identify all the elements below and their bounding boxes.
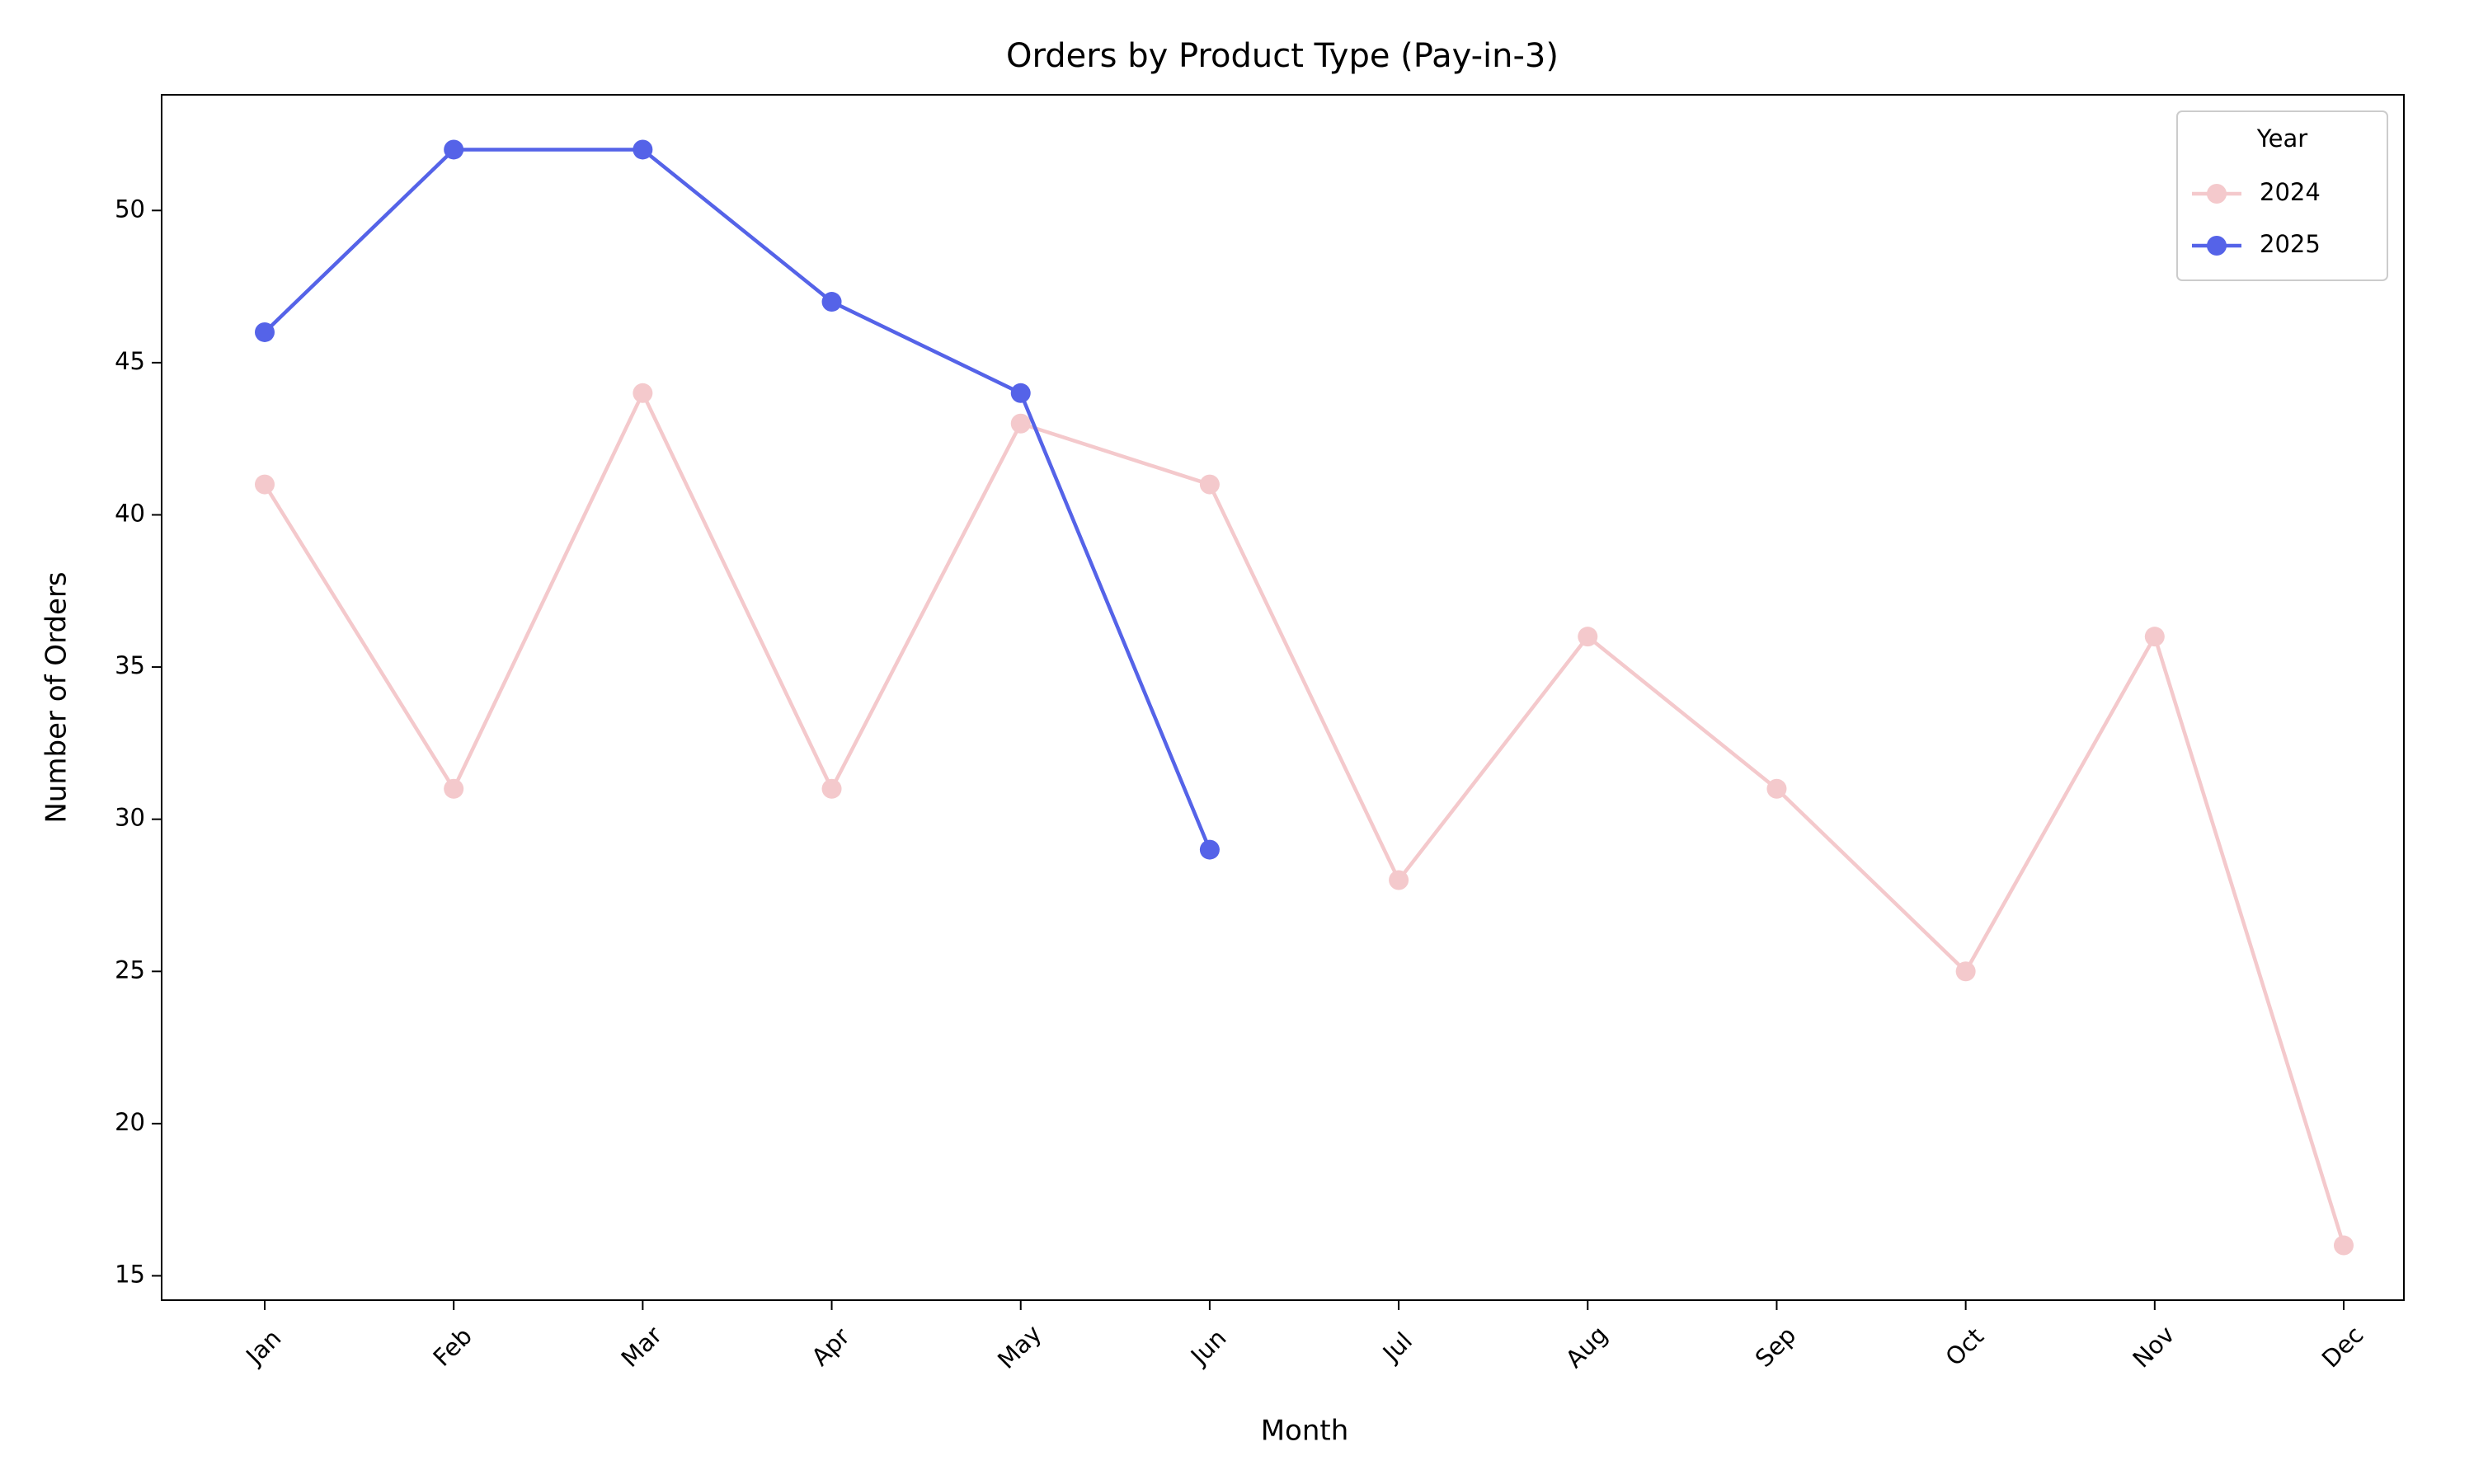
y-tick-label: 40 [115,499,145,527]
data-point [444,139,464,160]
data-point [2144,627,2165,647]
data-point [633,383,653,403]
data-point [255,322,275,342]
y-tick-label: 25 [115,956,145,984]
legend-box [2176,110,2388,281]
y-tick-label: 45 [115,347,145,375]
data-point [1199,474,1220,495]
plot-frame [161,94,2405,1301]
legend-label: 2024 [2260,178,2321,206]
data-point [1389,870,1409,890]
y-axis-label: Number of Orders [40,571,73,823]
series-line [263,391,2346,1247]
data-point [1578,627,1598,647]
data-point [821,778,842,799]
y-tick-label: 50 [115,195,145,223]
legend-label: 2025 [2260,230,2321,258]
data-point [444,778,464,799]
series-line [263,148,1211,851]
data-point [1766,778,1787,799]
y-tick-label: 35 [115,651,145,679]
data-point [1010,413,1031,434]
data-point [255,474,275,495]
legend-marker [2207,184,2227,204]
data-point [1010,383,1031,403]
x-axis-label: Month [1261,1415,1349,1448]
y-tick-label: 30 [115,804,145,832]
y-tick-label: 20 [115,1108,145,1136]
legend-title: Year [2256,124,2307,153]
y-tick-label: 15 [115,1260,145,1288]
data-point [1199,839,1220,860]
data-point [633,139,653,160]
data-point [2334,1235,2354,1256]
chart-title: Orders by Product Type (Pay-in-3) [1006,37,1559,75]
legend-marker [2207,236,2227,256]
data-point [1955,961,1976,982]
data-point [821,292,842,312]
